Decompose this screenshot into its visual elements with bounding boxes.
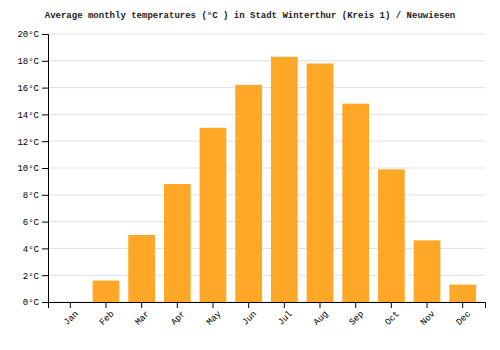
y-tick-mark <box>42 114 48 115</box>
y-tick-label: 14°C <box>17 111 39 121</box>
x-tick-mark <box>320 302 321 308</box>
y-tick: 14°C <box>17 111 48 121</box>
chart: Average monthly temperatures (°C ) in St… <box>0 0 500 350</box>
bar <box>164 184 191 302</box>
y-tick-label: 8°C <box>23 191 40 201</box>
y-tick-mark <box>42 34 48 35</box>
y-tick-mark <box>42 168 48 169</box>
y-tick-label: 12°C <box>17 138 39 148</box>
y-tick: 10°C <box>17 164 48 174</box>
grid-line <box>48 60 485 61</box>
x-tick-mark <box>105 302 106 308</box>
y-tick: 12°C <box>17 138 48 148</box>
x-tick-label: Aug <box>312 309 331 328</box>
title: Average monthly temperatures (°C ) in St… <box>45 11 455 21</box>
x-tick: Feb <box>98 302 117 328</box>
x-tick-label: Oct <box>383 309 402 328</box>
grid-line <box>48 221 485 222</box>
bar <box>128 235 155 302</box>
x-tick-label: Feb <box>98 309 117 328</box>
x-tick: Jun <box>241 302 260 328</box>
y-tick-label: 6°C <box>23 218 40 228</box>
x-tick-mark <box>462 302 463 308</box>
y-tick-mark <box>42 275 48 276</box>
x-tick-label: Apr <box>169 309 188 328</box>
plot: 0°C 2°C 4°C 6°C 8°C 10°C 12°C 14°C 16°C 18°C 20°C J… <box>17 30 485 327</box>
y-tick: 16°C <box>17 84 48 94</box>
x-tick-mark <box>212 302 213 308</box>
x-tick: Dec <box>455 302 474 328</box>
y-axis: 0°C 2°C 4°C 6°C 8°C 10°C 12°C 14°C 16°C 18°C 20°C <box>17 30 48 308</box>
x-tick-mark <box>177 302 178 308</box>
x-tick-mark <box>355 302 356 308</box>
bar <box>342 104 369 302</box>
x-tick-mark <box>391 302 392 308</box>
x-tick-label: Jul <box>276 309 295 328</box>
y-tick-label: 0°C <box>23 298 40 308</box>
x-axis: Jan Feb Mar Apr May Jun Jul Aug Sep Oct Nov Dec <box>49 302 486 328</box>
bars <box>93 57 476 302</box>
y-tick-mark <box>42 222 48 223</box>
bar <box>93 281 120 302</box>
y-tick-label: 10°C <box>17 164 39 174</box>
y-tick: 2°C <box>23 272 48 282</box>
x-tick-label: Mar <box>134 309 153 328</box>
grid-line <box>48 34 485 35</box>
y-tick: 0°C <box>23 298 48 308</box>
bar <box>307 63 334 302</box>
x-axis-line <box>49 303 486 309</box>
grid-line <box>48 114 485 115</box>
x-tick: Sep <box>348 302 367 328</box>
y-tick: 18°C <box>17 57 48 67</box>
y-tick-mark <box>42 248 48 249</box>
y-tick-mark <box>42 195 48 196</box>
bar <box>200 128 227 302</box>
bar <box>378 169 405 302</box>
bar <box>271 57 298 302</box>
grid-line <box>48 87 485 88</box>
y-tick-label: 20°C <box>17 30 39 40</box>
x-tick-label: Jan <box>62 309 81 328</box>
grid-line <box>48 194 485 195</box>
y-tick: 4°C <box>23 245 48 255</box>
x-tick-mark <box>141 302 142 308</box>
y-tick: 8°C <box>23 191 48 201</box>
y-tick: 20°C <box>17 30 48 40</box>
x-tick-mark <box>284 302 285 308</box>
y-tick-label: 16°C <box>17 84 39 94</box>
x-tick: Mar <box>134 302 153 328</box>
bar <box>235 85 262 302</box>
x-tick-label: May <box>205 309 224 328</box>
bar <box>449 285 476 302</box>
x-tick-label: Sep <box>348 309 367 328</box>
y-tick-mark <box>42 141 48 142</box>
grid <box>48 34 485 302</box>
x-tick: May <box>205 302 224 328</box>
x-tick: Nov <box>419 302 438 328</box>
grid-line <box>48 141 485 142</box>
x-tick-label: Nov <box>419 309 438 328</box>
y-tick-mark <box>42 88 48 89</box>
y-tick-mark <box>42 302 48 303</box>
y-axis-line <box>42 35 49 303</box>
y-tick-label: 4°C <box>23 245 40 255</box>
x-tick: Aug <box>312 302 331 328</box>
x-tick: Apr <box>169 302 188 328</box>
x-tick-label: Jun <box>241 309 260 328</box>
y-tick-mark <box>42 61 48 62</box>
bar <box>414 240 441 302</box>
y-tick-label: 2°C <box>23 272 40 282</box>
x-tick-mark <box>427 302 428 308</box>
y-tick-label: 18°C <box>17 57 39 67</box>
x-tick-mark <box>70 302 71 308</box>
grid-line <box>48 168 485 169</box>
x-tick-label: Dec <box>455 309 474 328</box>
bar <box>57 302 84 303</box>
x-tick: Jul <box>276 302 295 328</box>
y-tick: 6°C <box>23 218 48 228</box>
x-tick: Jan <box>62 302 81 328</box>
x-tick: Oct <box>383 302 402 328</box>
x-tick-mark <box>248 302 249 308</box>
